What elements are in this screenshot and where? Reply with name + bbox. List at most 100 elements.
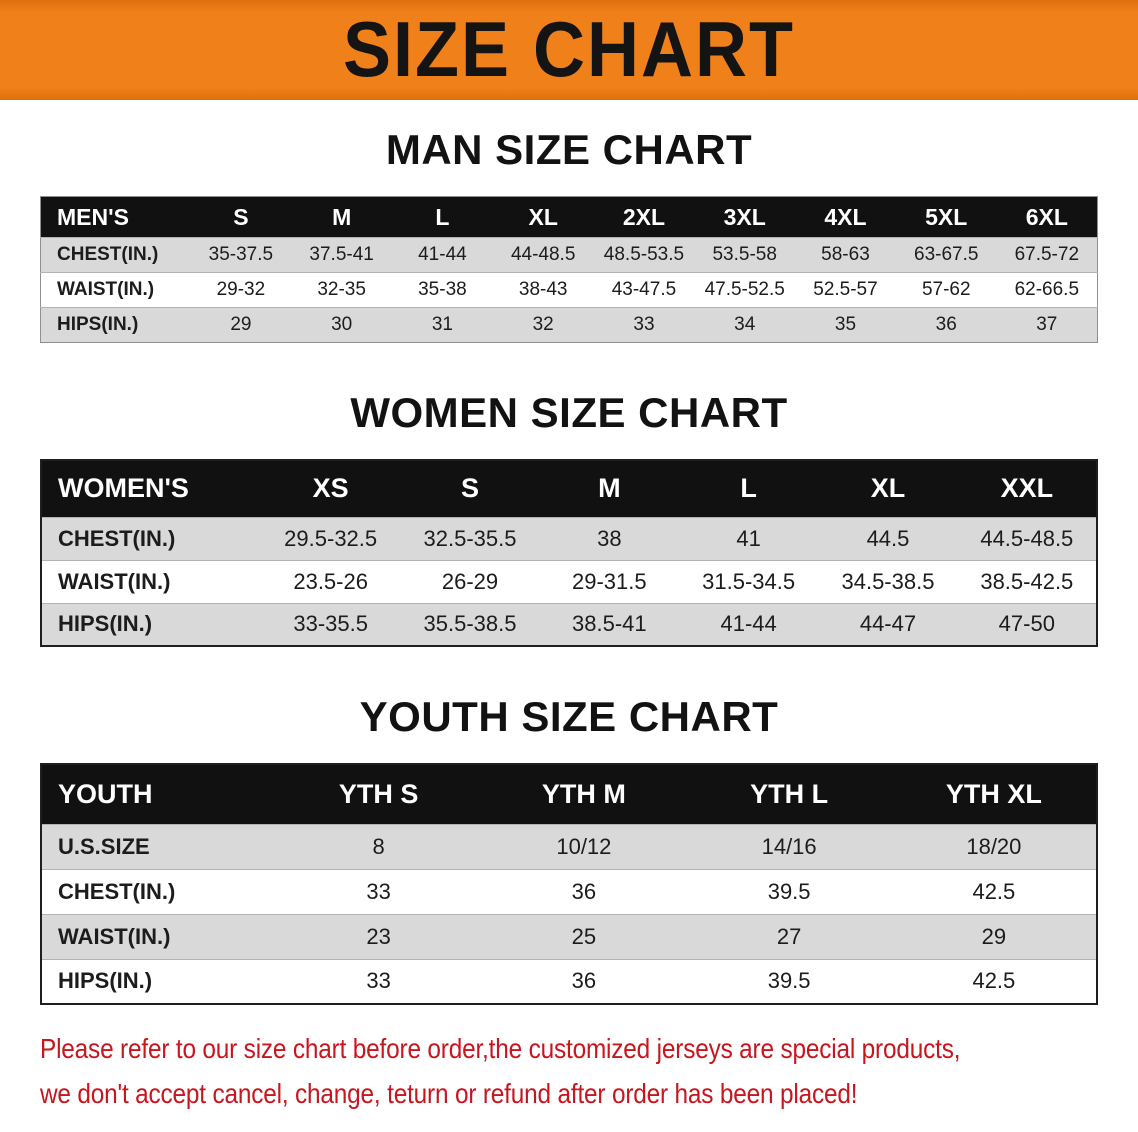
value-cell: 67.5-72: [1014, 244, 1080, 265]
table-header-row: MEN'S S M L XL 2XL 3XL 4XL 5XL 6XL: [40, 196, 1098, 238]
value-cell: 31.5-34.5: [702, 568, 796, 594]
table-row: WAIST(IN.) 23.5-26 26-29 29-31.5 31.5-34.5 34…: [41, 560, 1097, 603]
value-cell: 36: [571, 968, 597, 994]
value-cell: 38.5-42.5: [980, 568, 1074, 594]
value-cell: 10/12: [556, 833, 612, 859]
value-cell: 29-31.5: [572, 568, 647, 594]
value-cell: 44.5-48.5: [980, 525, 1074, 551]
row-label-cell: CHEST(IN.): [58, 525, 176, 551]
table-row: WAIST(IN.) 29-32 32-35 35-38 38-43 43-47.5 47.…: [40, 272, 1098, 308]
value-cell: 33-35.5: [293, 611, 368, 637]
size-header-cell: XL: [492, 196, 594, 238]
value-cell: 42.5: [972, 968, 1016, 994]
value-cell: 32.5-35.5: [423, 525, 517, 551]
value-cell: 27: [776, 923, 802, 949]
youth-size-table: YOUTH YTH S YTH M YTH L YTH XL U.S.SIZE 8 10/12…: [40, 763, 1098, 1005]
value-cell: 38: [597, 525, 622, 551]
value-cell: 57-62: [921, 279, 971, 300]
table-row: WAIST(IN.) 23 25 27 29: [41, 914, 1097, 959]
value-cell: 29-32: [216, 279, 266, 300]
value-cell: 47-50: [998, 611, 1055, 637]
value-cell: 44-48.5: [510, 244, 576, 265]
value-cell: 41-44: [418, 244, 467, 265]
banner: SIZE CHART: [0, 0, 1138, 100]
value-cell: 18/20: [966, 833, 1022, 859]
value-cell: 38.5-41: [572, 611, 647, 637]
table-header-row: WOMEN'S XS S M L XL XXL: [41, 460, 1097, 517]
value-cell: 29: [230, 314, 252, 335]
value-cell: 23.5-26: [293, 568, 368, 594]
women-size-section: WOMEN SIZE CHART WOMEN'S XS S M L XL XXL CHEST(…: [0, 389, 1138, 647]
value-cell: 25: [571, 923, 597, 949]
row-label-cell: HIPS(IN.): [58, 611, 153, 637]
size-header-cell: 4XL: [795, 196, 896, 238]
value-cell: 44-47: [859, 611, 917, 637]
men-size-section: MAN SIZE CHART MEN'S S M L XL 2XL 3XL 4XL 5XL 6XL…: [0, 126, 1138, 343]
men-section-heading: MAN SIZE CHART: [385, 126, 753, 173]
youth-section-heading: YOUTH SIZE CHART: [359, 693, 779, 740]
youth-size-section: YOUTH SIZE CHART YOUTH YTH S YTH M YTH L YTH…: [0, 693, 1138, 1005]
women-size-table: WOMEN'S XS S M L XL XXL CHEST(IN.) 29.5-32.5 32.5…: [40, 459, 1098, 647]
disclaimer-line-2: we don't accept cancel, change, teturn o…: [40, 1077, 858, 1109]
value-cell: 33: [633, 314, 655, 335]
value-cell: 43-47.5: [611, 279, 677, 300]
table-title-cell: MEN'S: [40, 196, 191, 238]
size-header-cell: L: [678, 460, 819, 517]
table-row: HIPS(IN.) 29 30 31 32 33 34 35 36 37: [40, 307, 1098, 343]
value-cell: 33: [366, 878, 391, 904]
size-header-cell: M: [291, 196, 393, 238]
value-cell: 39.5: [767, 878, 811, 904]
row-label-cell: CHEST(IN.): [58, 878, 176, 904]
row-label-cell: WAIST(IN.): [57, 279, 155, 300]
disclaimer-line-1: Please refer to our size chart before or…: [40, 1033, 961, 1064]
value-cell: 23: [366, 923, 391, 949]
size-header-cell: 3XL: [694, 196, 796, 238]
table-row: U.S.SIZE 8 10/12 14/16 18/20: [41, 824, 1097, 869]
size-header-cell: 6XL: [996, 196, 1098, 238]
value-cell: 31: [431, 314, 453, 335]
value-cell: 26-29: [441, 568, 499, 594]
men-size-table: MEN'S S M L XL 2XL 3XL 4XL 5XL 6XL CHEST(IN.) 35-37…: [40, 196, 1098, 343]
value-cell: 32-35: [317, 279, 366, 300]
size-header-cell: S: [400, 460, 540, 517]
size-header-cell: S: [190, 196, 292, 238]
value-cell: 38-43: [518, 279, 568, 300]
value-cell: 35-37.5: [208, 244, 274, 265]
value-cell: 36: [571, 878, 597, 904]
value-cell: 37: [1036, 314, 1058, 335]
value-cell: 34.5-38.5: [841, 568, 935, 594]
value-cell: 34: [734, 314, 756, 335]
value-cell: 41: [736, 525, 761, 551]
value-cell: 41-44: [720, 611, 777, 637]
table-row: CHEST(IN.) 33 36 39.5 42.5: [41, 869, 1097, 914]
table-header-row: YOUTH YTH S YTH M YTH L YTH XL: [41, 764, 1097, 824]
size-header-cell: M: [539, 460, 679, 517]
row-label-cell: CHEST(IN.): [57, 244, 159, 265]
row-label-cell: HIPS(IN.): [58, 968, 153, 994]
value-cell: 37.5-41: [309, 244, 374, 265]
value-cell: 29.5-32.5: [284, 525, 378, 551]
row-label-cell: WAIST(IN.): [58, 568, 171, 594]
size-header-cell: XXL: [957, 460, 1097, 517]
value-cell: 52.5-57: [813, 279, 878, 300]
size-header-cell: 5XL: [895, 196, 997, 238]
size-header-cell: YTH M: [481, 764, 687, 824]
disclaimer: Please refer to our size chart before or…: [40, 1027, 1138, 1117]
size-header-cell: L: [392, 196, 493, 238]
table-title-cell: WOMEN'S: [41, 460, 261, 517]
size-header-cell: YTH L: [686, 764, 892, 824]
table-row: HIPS(IN.) 33 36 39.5 42.5: [41, 959, 1097, 1004]
value-cell: 62-66.5: [1014, 279, 1080, 300]
table-row: HIPS(IN.) 33-35.5 35.5-38.5 38.5-41 41-44 44-…: [41, 603, 1097, 646]
value-cell: 14/16: [761, 833, 817, 859]
table-title-cell: YOUTH: [41, 764, 276, 824]
page-title: SIZE CHART: [343, 6, 795, 94]
value-cell: 63-67.5: [914, 244, 979, 265]
value-cell: 30: [331, 314, 353, 335]
value-cell: 47.5-52.5: [704, 279, 785, 300]
value-cell: 53.5-58: [712, 244, 777, 265]
value-cell: 36: [935, 314, 957, 335]
row-label-cell: U.S.SIZE: [58, 833, 150, 859]
value-cell: 48.5-53.5: [603, 244, 685, 265]
